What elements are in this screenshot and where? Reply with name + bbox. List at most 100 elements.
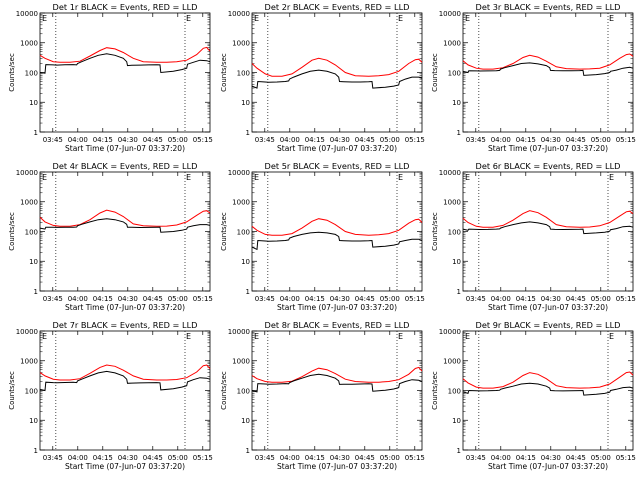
plot-frame	[39, 12, 211, 133]
y-tick-label: 100	[25, 387, 38, 395]
x-tick-label: 04:15	[93, 454, 113, 462]
y-tick-label: 10000	[439, 169, 461, 177]
y-tick-label: 10	[241, 417, 250, 425]
y-tick-label: 1	[246, 288, 250, 296]
corner-mark: E	[42, 332, 47, 341]
y-axis-label: Counts/sec	[431, 371, 439, 410]
x-tick-label: 05:15	[405, 136, 425, 144]
x-tick-label: 04:45	[355, 136, 375, 144]
x-tick-label: 05:00	[168, 454, 188, 462]
x-tick-label: 03:45	[255, 136, 275, 144]
y-axis-label: Counts/sec	[220, 371, 228, 410]
x-tick-label: 05:15	[193, 295, 213, 303]
y-tick-label: 10000	[439, 328, 461, 336]
x-tick-label: 04:30	[330, 295, 350, 303]
y-axis-label: Counts/sec	[220, 212, 228, 251]
x-tick-label: 05:15	[405, 295, 425, 303]
panel-title: Det 4r BLACK = Events, RED = LLD	[53, 161, 198, 171]
series-line-events	[251, 231, 423, 251]
series-line-lld	[251, 366, 423, 383]
corner-mark: E	[465, 332, 470, 341]
y-tick-label: 10000	[228, 328, 250, 336]
x-tick-label: 03:45	[255, 295, 275, 303]
x-tick-label: 03:45	[466, 454, 486, 462]
y-tick-label: 10	[29, 99, 38, 107]
y-tick-label: 10	[452, 417, 461, 425]
y-tick-label: 1	[457, 129, 461, 137]
y-tick-label: 1	[457, 288, 461, 296]
x-tick-label: 05:15	[616, 136, 636, 144]
x-tick-label: 04:15	[305, 136, 325, 144]
corner-mark: E	[42, 14, 47, 23]
x-tick-label: 04:00	[280, 295, 300, 303]
panel-5: Det 5r BLACK = Events, RED = LLD 1 10 100 10…	[220, 161, 425, 312]
panel-title: Det 5r BLACK = Events, RED = LLD	[265, 161, 410, 171]
plot-frame	[39, 171, 211, 292]
series-line-lld	[462, 210, 634, 228]
corner-mark: E	[398, 332, 403, 341]
x-tick-label: 04:45	[566, 454, 586, 462]
y-tick-label: 10000	[16, 328, 38, 336]
series-line-events	[462, 221, 634, 235]
x-tick-label: 04:30	[330, 136, 350, 144]
x-axis-label: Start Time (07-Jun-07 03:37:20)	[488, 303, 608, 312]
x-tick-label: 05:15	[616, 295, 636, 303]
panel-title: Det 6r BLACK = Events, RED = LLD	[476, 161, 621, 171]
x-tick-label: 04:15	[305, 295, 325, 303]
panel-title: Det 8r BLACK = Events, RED = LLD	[265, 320, 410, 330]
x-tick-label: 05:15	[616, 454, 636, 462]
panel-title: Det 1r BLACK = Events, RED = LLD	[53, 2, 198, 12]
plot-frame	[251, 330, 423, 451]
panel-7: Det 7r BLACK = Events, RED = LLD 1 10 100 10…	[8, 320, 213, 471]
x-tick-label: 04:15	[516, 454, 536, 462]
x-tick-label: 04:30	[541, 454, 561, 462]
y-tick-label: 1000	[232, 358, 250, 366]
y-tick-label: 1000	[232, 199, 250, 207]
series-line-events	[251, 69, 423, 89]
y-tick-label: 1	[34, 288, 38, 296]
y-tick-label: 1000	[20, 199, 38, 207]
series-line-events	[39, 53, 211, 74]
panel-title: Det 9r BLACK = Events, RED = LLD	[476, 320, 621, 330]
y-tick-label: 1	[34, 447, 38, 455]
y-axis-label: Counts/sec	[220, 53, 228, 92]
y-tick-label: 10	[241, 258, 250, 266]
y-tick-label: 10000	[439, 10, 461, 18]
corner-mark: E	[254, 14, 259, 23]
y-tick-label: 100	[25, 69, 38, 77]
x-tick-label: 05:00	[168, 295, 188, 303]
panel-1: Det 1r BLACK = Events, RED = LLD 1 10 100 10…	[8, 2, 213, 153]
x-tick-label: 04:00	[280, 454, 300, 462]
x-tick-label: 04:45	[355, 295, 375, 303]
corner-mark: E	[465, 173, 470, 182]
corner-mark: E	[186, 14, 191, 23]
corner-mark: E	[186, 173, 191, 182]
panel-6: Det 6r BLACK = Events, RED = LLD 1 10 100 10…	[431, 161, 636, 312]
x-tick-label: 03:45	[43, 454, 63, 462]
x-tick-label: 04:30	[541, 136, 561, 144]
y-tick-label: 10	[29, 417, 38, 425]
y-tick-label: 10	[452, 258, 461, 266]
x-tick-label: 04:15	[516, 136, 536, 144]
x-tick-label: 04:00	[280, 136, 300, 144]
x-tick-label: 03:45	[43, 295, 63, 303]
x-axis-label: Start Time (07-Jun-07 03:37:20)	[65, 144, 185, 153]
x-tick-label: 05:00	[591, 295, 611, 303]
x-tick-label: 04:45	[355, 454, 375, 462]
x-tick-label: 05:00	[168, 136, 188, 144]
y-tick-label: 10000	[228, 169, 250, 177]
x-tick-label: 04:30	[118, 454, 138, 462]
x-tick-label: 04:30	[118, 136, 138, 144]
y-tick-label: 100	[448, 69, 461, 77]
corner-mark: E	[186, 332, 191, 341]
corner-mark: E	[609, 332, 614, 341]
x-axis-label: Start Time (07-Jun-07 03:37:20)	[488, 462, 608, 471]
panel-4: Det 4r BLACK = Events, RED = LLD 1 10 100 10…	[8, 161, 213, 312]
y-tick-label: 1000	[443, 40, 461, 48]
y-tick-label: 1	[246, 129, 250, 137]
x-tick-label: 05:00	[380, 295, 400, 303]
x-tick-label: 04:00	[491, 295, 511, 303]
corner-mark: E	[465, 14, 470, 23]
x-tick-label: 05:00	[380, 136, 400, 144]
